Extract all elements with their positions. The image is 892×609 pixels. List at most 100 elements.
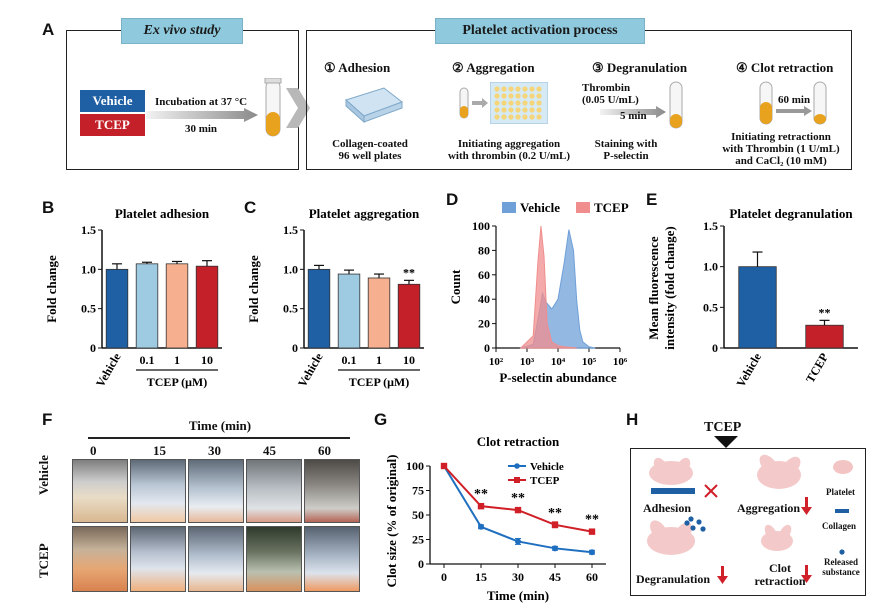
y-tick-label: 1.5 — [283, 223, 298, 237]
cross-icon-line2 — [704, 484, 718, 498]
bar — [805, 324, 844, 349]
x-axis-label: Time (min) — [487, 588, 549, 603]
step-4-label: Clot retraction — [750, 60, 834, 75]
step-4-num: ④ — [736, 60, 748, 75]
photo-vehicle-45 — [246, 459, 302, 523]
x-tick-label: 10⁶ — [613, 356, 628, 368]
y-tick-label: 75 — [412, 484, 424, 498]
y-tick-label: 20 — [478, 317, 490, 331]
photo-vehicle-60 — [304, 459, 360, 523]
bar — [135, 263, 159, 349]
row-label-vehicle: Vehicle — [36, 455, 51, 495]
aggregation-plate-icon — [490, 82, 548, 124]
significance-mark: ** — [474, 487, 488, 502]
data-point — [477, 502, 485, 510]
well-plate-icon — [345, 87, 404, 124]
label-clot-retraction: Clot retraction — [754, 562, 806, 588]
panel-h-box — [630, 448, 866, 596]
degranulation-down-arrow-head — [717, 576, 728, 584]
legend-platelet: Platelet — [826, 487, 855, 497]
test-tube-icon — [264, 78, 282, 137]
x-tick-label: 45 — [549, 570, 561, 584]
x-axis-label: P-selectin abundance — [499, 370, 617, 385]
time-60: 60 — [318, 443, 331, 458]
y-tick-label: 100 — [406, 459, 424, 473]
x-tick-label: 0 — [441, 570, 447, 584]
step-1-num: ① — [324, 60, 336, 75]
significance-mark: ** — [548, 506, 562, 521]
platelet-shape-1 — [649, 457, 693, 485]
significance-mark: ** — [819, 305, 831, 319]
x-tick-label: 10⁴ — [551, 356, 566, 368]
chart-title: Platelet aggregation — [309, 206, 420, 221]
data-point — [588, 528, 596, 535]
aggregation-down-arrow-shaft — [805, 497, 808, 509]
x-tick-label: 1 — [174, 353, 180, 367]
data-point — [589, 549, 595, 556]
x-tick-label: 10³ — [520, 356, 535, 368]
y-axis-label: Count — [448, 269, 463, 304]
x-tick-label: 10 — [201, 353, 213, 367]
bar — [367, 277, 391, 349]
legend-released-swatch — [839, 549, 845, 555]
y-tick-label: 0 — [418, 557, 424, 571]
chart-title: Platelet degranulation — [729, 206, 853, 221]
clot-arrow — [776, 106, 812, 116]
y-axis-label: Fold change — [246, 255, 261, 323]
step-1-cap1: Collagen-coated — [332, 138, 408, 150]
y-tick-label: 1.5 — [81, 223, 96, 237]
legend-tcep-label: TCEP — [530, 475, 560, 487]
data-point — [551, 521, 559, 528]
x-tick-label: TCEP — [803, 351, 831, 386]
x-group-label: TCEP (μM) — [147, 375, 207, 389]
chart-title: Clot retraction — [477, 434, 560, 449]
photo-tcep-15 — [130, 526, 186, 592]
panel-g-letter: G — [374, 410, 388, 429]
row-label-tcep: TCEP — [36, 543, 51, 578]
clot-time: 60 min — [778, 94, 811, 106]
data-point — [478, 523, 484, 530]
y-tick-label: 80 — [478, 243, 490, 257]
histogram-area — [520, 229, 596, 349]
time-15: 15 — [153, 443, 166, 458]
degranulation-arrow — [600, 106, 666, 118]
chart-b: Platelet adhesion 0 0.5 1.0 1.5 Vehicle 0.1 1 10… — [44, 206, 222, 389]
label-clot: Clot — [769, 561, 791, 575]
legend-vehicle-marker — [514, 463, 520, 469]
chart-c: Platelet aggregation 0 0.5 1.0 1.5 Vehicle 0.1… — [246, 206, 424, 389]
clot-tube-after-icon — [813, 81, 827, 125]
x-tick-label: 10 — [403, 353, 415, 367]
step-1-caption: Collagen-coated 96 well plates — [312, 138, 428, 162]
panel-h-letter: H — [626, 410, 639, 429]
data-point — [440, 462, 448, 470]
label-adhesion: Adhesion — [643, 501, 692, 515]
released-dots — [684, 516, 706, 532]
x-tick-label: 0.1 — [140, 353, 155, 367]
step-2-title: ② Aggregation — [452, 60, 535, 76]
panel-h-tcep-label: TCEP — [704, 420, 742, 435]
x-tick-label: 15 — [475, 570, 487, 584]
tcep-label-box: TCEP — [80, 114, 145, 136]
x-tick-label: 60 — [586, 570, 598, 584]
panel-c-letter: C — [244, 198, 257, 217]
degranulation-time: 5 min — [620, 110, 647, 122]
panel-f-letter: F — [42, 410, 53, 429]
photo-tcep-30 — [188, 526, 244, 592]
step-4-cap3: and CaCl₂ (10 mM) — [735, 155, 827, 167]
arrow-right-icon — [472, 98, 488, 108]
x-tick-label: 10² — [489, 356, 504, 368]
vehicle-label-box: Vehicle — [80, 90, 145, 112]
x-tick-label: 1 — [376, 353, 382, 367]
step-4-caption: Initiating retractionn with Thrombin (1 U… — [708, 131, 854, 167]
incubation-text: Incubation at 37 °C — [154, 96, 248, 108]
y-tick-label: 0 — [484, 341, 490, 355]
step-4-cap2: with Thrombin (1 U/mL) — [722, 143, 840, 155]
thrombin-label: Thrombin — [582, 82, 631, 94]
down-arrow-icon — [714, 436, 738, 448]
y-tick-label: 25 — [412, 533, 424, 547]
thrombin-conc: (0.05 U/mL) — [582, 94, 639, 106]
step-2-num: ② — [452, 60, 464, 75]
time-title: Time (min) — [188, 418, 252, 433]
bar — [738, 266, 777, 349]
legend-vehicle-label: Vehicle — [520, 200, 560, 215]
